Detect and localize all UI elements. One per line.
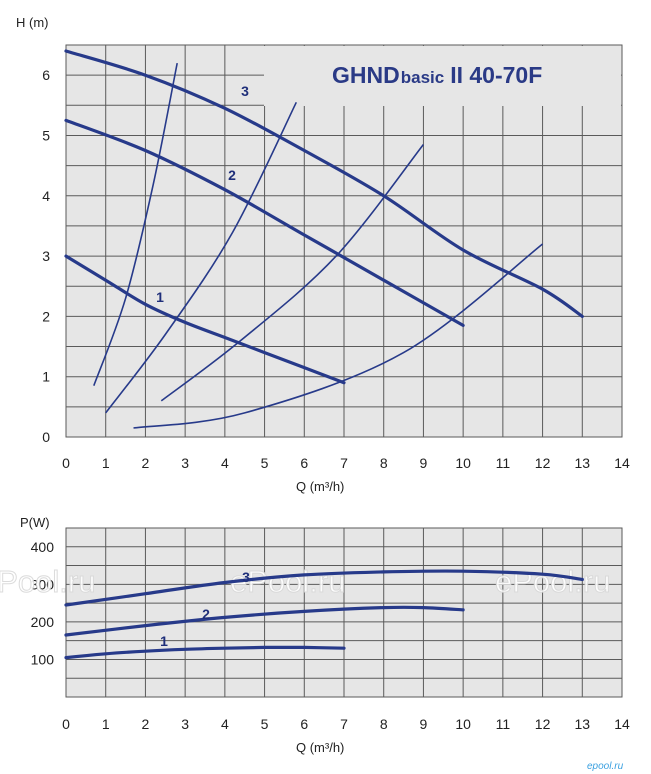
power-series-line-2 [64, 605, 465, 637]
head-series: 1 2 3 [64, 49, 584, 385]
head-grid [65, 44, 623, 438]
head-x-tick-label: 12 [535, 455, 551, 471]
head-y-ticks: 0 1 2 3 4 5 6 [42, 67, 50, 445]
power-y-axis-label: P(W) [20, 515, 50, 530]
head-y-tick-label: 5 [42, 127, 50, 143]
head-y-tick-label: 6 [42, 67, 50, 83]
power-x-tick-label: 9 [420, 716, 428, 732]
watermark-3: ePool.ru [495, 564, 610, 599]
corner-site-label: epool.ru [587, 761, 624, 772]
chart-title: GHNDbasic II 40-70F [332, 62, 542, 88]
power-series-label-3: 3 [242, 569, 250, 585]
power-x-tick-label: 12 [535, 716, 551, 732]
power-y-tick-label: 200 [31, 614, 55, 630]
power-x-tick-label: 7 [340, 716, 348, 732]
power-x-tick-label: 1 [102, 716, 110, 732]
power-x-tick-label: 11 [496, 716, 511, 732]
head-x-tick-label: 8 [380, 455, 388, 471]
title-part-2: basic [401, 68, 444, 87]
power-x-tick-label: 4 [221, 716, 229, 732]
power-y-tick-label: 300 [31, 576, 55, 592]
watermark-2: ePool.ru [230, 564, 345, 599]
power-x-axis-label: Q (m³/h) [296, 740, 344, 755]
head-x-tick-label: 3 [181, 455, 189, 471]
power-x-tick-label: 14 [614, 716, 630, 732]
power-y-ticks: 100 200 300 400 [31, 539, 55, 668]
power-y-tick-label: 400 [31, 539, 55, 555]
head-x-ticks: 0 1 2 3 4 5 6 7 8 9 10 11 12 13 14 [62, 455, 630, 471]
head-x-tick-label: 9 [420, 455, 428, 471]
power-x-ticks: 0 1 2 3 4 5 6 7 8 9 10 11 12 13 14 [62, 716, 630, 732]
title-part-1: GHND [332, 62, 400, 88]
head-x-tick-label: 2 [142, 455, 150, 471]
power-x-tick-label: 2 [142, 716, 150, 732]
head-x-tick-label: 11 [496, 455, 511, 471]
head-y-tick-label: 2 [42, 308, 50, 324]
head-x-tick-label: 7 [340, 455, 348, 471]
head-series-line-2 [64, 118, 465, 327]
head-y-axis-label: H (m) [16, 15, 49, 30]
head-series-label-2: 2 [228, 167, 236, 183]
system-curve [93, 62, 178, 386]
head-x-tick-label: 14 [614, 455, 630, 471]
chart-title-box [264, 46, 621, 106]
power-x-tick-label: 0 [62, 716, 70, 732]
system-curve [105, 101, 298, 414]
head-x-axis-label: Q (m³/h) [296, 479, 344, 494]
head-y-tick-label: 3 [42, 248, 50, 264]
title-part-3: II 40-70F [450, 62, 542, 88]
head-x-tick-label: 5 [261, 455, 269, 471]
head-series-line-1 [64, 254, 346, 385]
head-y-tick-label: 1 [42, 369, 50, 385]
system-curve [160, 144, 425, 402]
power-x-tick-label: 5 [261, 716, 269, 732]
power-grid [65, 527, 623, 698]
power-x-tick-label: 10 [455, 716, 471, 732]
watermark-1: ePool.ru [0, 564, 95, 599]
power-series-line-1 [64, 645, 346, 660]
power-x-tick-label: 6 [300, 716, 308, 732]
head-y-tick-label: 4 [42, 188, 50, 204]
head-x-tick-label: 0 [62, 455, 70, 471]
head-x-tick-label: 13 [574, 455, 590, 471]
head-y-tick-label: 0 [42, 429, 50, 445]
head-x-tick-label: 1 [102, 455, 110, 471]
head-x-tick-label: 4 [221, 455, 229, 471]
head-series-label-1: 1 [156, 289, 164, 305]
power-x-tick-label: 13 [574, 716, 590, 732]
power-x-tick-label: 3 [181, 716, 189, 732]
head-series-label-3: 3 [241, 83, 249, 99]
watermarks: ePool.ru ePool.ru ePool.ru [0, 564, 611, 600]
power-x-tick-label: 8 [380, 716, 388, 732]
power-y-tick-label: 100 [31, 651, 55, 667]
power-series-label-1: 1 [160, 633, 168, 649]
power-series-line-3 [64, 569, 584, 607]
head-x-tick-label: 6 [300, 455, 308, 471]
head-series-line-3 [64, 49, 584, 318]
power-series-label-2: 2 [202, 606, 210, 622]
head-x-tick-label: 10 [455, 455, 471, 471]
power-series: 1 2 3 [64, 569, 584, 660]
